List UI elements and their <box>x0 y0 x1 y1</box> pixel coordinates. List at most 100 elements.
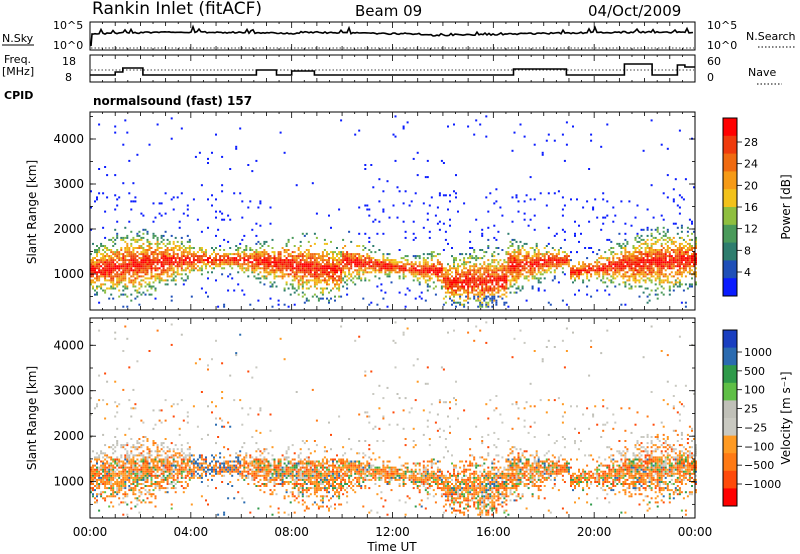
power-cell <box>309 267 312 270</box>
power-cell <box>586 275 589 278</box>
power-cell <box>126 269 129 272</box>
power-cell <box>505 253 508 256</box>
power-cell <box>545 263 548 266</box>
power-cell <box>168 263 171 266</box>
power-cell <box>666 255 669 258</box>
power-cell <box>652 271 655 274</box>
power-cell <box>471 287 474 290</box>
velocity-cell <box>92 476 94 479</box>
power-cell <box>606 267 609 270</box>
power-cell <box>112 245 115 247</box>
power-cell <box>336 283 338 286</box>
power-cell <box>682 269 685 272</box>
power-cell <box>624 255 627 258</box>
power-cell <box>517 273 520 276</box>
power-cell <box>549 267 552 270</box>
power-cell <box>606 285 609 288</box>
power-cell <box>473 133 476 136</box>
velocity-cell <box>104 478 107 481</box>
power-cell <box>461 293 464 296</box>
power-cell <box>483 255 486 258</box>
power-cell <box>557 253 560 256</box>
power-cell <box>245 259 248 262</box>
power-cell <box>190 255 193 258</box>
power-cell <box>638 263 641 266</box>
power-cell <box>144 249 147 251</box>
power-cell <box>533 198 536 201</box>
freq-label-line1: Freq. <box>4 53 31 66</box>
power-cell <box>261 263 264 266</box>
power-cell <box>412 255 415 258</box>
power-cell <box>198 269 201 272</box>
velocity-cell <box>130 507 133 510</box>
power-cell <box>513 255 516 258</box>
power-cell <box>410 271 413 274</box>
velocity-cell <box>150 481 153 483</box>
power-cell <box>642 259 645 262</box>
power-cell <box>315 236 318 239</box>
power-cell <box>519 263 522 266</box>
power-cell <box>134 259 137 262</box>
power-cell <box>515 255 518 258</box>
power-cell <box>124 285 127 288</box>
velocity-cell <box>148 462 151 465</box>
power-cell <box>517 210 520 213</box>
power-cell <box>259 253 262 256</box>
power-cell <box>126 249 129 251</box>
power-cell <box>330 277 332 280</box>
power-cell <box>90 259 92 262</box>
power-cell <box>309 263 312 266</box>
power-cell <box>108 271 111 274</box>
search-label: N.Search <box>746 30 796 43</box>
power-cell <box>160 255 163 258</box>
power-cell <box>255 269 258 272</box>
power-cell <box>338 251 341 254</box>
power-cell <box>567 261 570 264</box>
power-cell <box>420 291 423 294</box>
power-cell <box>602 192 605 195</box>
velocity-cell <box>116 405 119 408</box>
power-cell <box>481 291 484 294</box>
power-cell <box>662 192 665 195</box>
power-cell <box>150 275 153 278</box>
power-cell <box>394 115 397 118</box>
power-cell <box>269 269 272 272</box>
power-cell <box>118 263 121 266</box>
power-cell <box>660 249 663 251</box>
power-cell <box>344 255 347 258</box>
power-cell <box>473 277 476 280</box>
power-cell <box>648 267 651 270</box>
power-cell <box>658 277 661 280</box>
power-cell <box>328 291 330 294</box>
power-cell <box>174 259 177 262</box>
power-cell <box>358 277 361 280</box>
power-cell <box>434 285 437 288</box>
power-cell <box>682 263 685 266</box>
power-cell <box>563 251 566 254</box>
power-cell <box>160 236 163 239</box>
power-cell <box>513 271 516 274</box>
power-cell <box>358 129 361 132</box>
power-cell <box>565 257 568 260</box>
power-cell <box>455 275 457 278</box>
power-cell <box>158 251 161 254</box>
power-cell <box>328 253 330 256</box>
power-cell <box>291 283 294 286</box>
power-cell <box>158 277 161 280</box>
power-cell <box>453 299 455 302</box>
power-cell <box>180 261 183 264</box>
power-cell <box>285 283 288 286</box>
power-cell <box>499 267 502 270</box>
velocity-cell <box>144 493 147 496</box>
power-cell <box>346 257 349 260</box>
power-cell <box>610 275 613 278</box>
power-cell <box>346 293 349 296</box>
power-cell <box>205 253 207 256</box>
power-cell <box>662 273 665 276</box>
power-cell <box>580 269 582 272</box>
power-cell <box>584 247 587 249</box>
velocity-cell <box>142 483 145 485</box>
power-cell <box>170 255 173 258</box>
velocity-cell <box>136 466 139 469</box>
power-cell <box>459 289 462 292</box>
